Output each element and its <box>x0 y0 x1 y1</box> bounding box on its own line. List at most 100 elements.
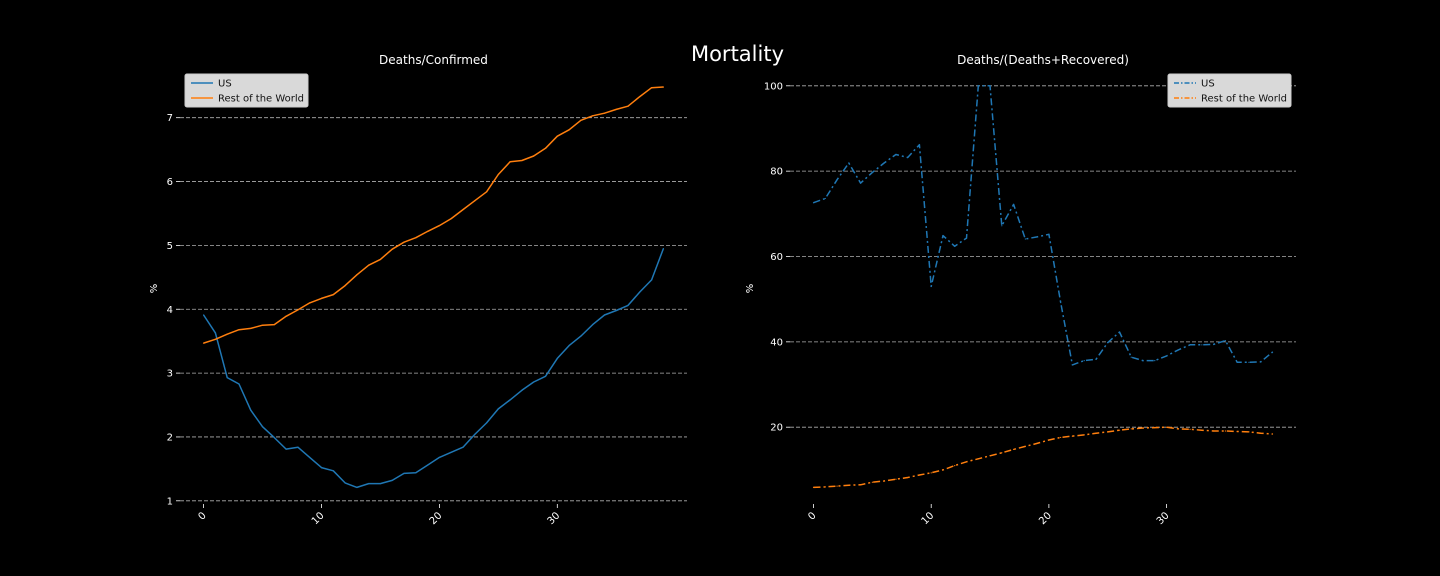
data-point <box>285 448 287 450</box>
legend-label: US <box>1201 79 1215 90</box>
data-point <box>918 474 921 476</box>
data-point <box>509 161 511 163</box>
data-point <box>1177 428 1179 430</box>
data-point <box>942 469 944 471</box>
data-point <box>202 342 205 344</box>
data-point <box>860 484 862 486</box>
data-point <box>214 338 216 340</box>
chart-title: Deaths/(Deaths+Recovered) <box>957 53 1129 67</box>
data-point <box>1213 430 1215 432</box>
data-point <box>627 304 629 307</box>
y-axis-label: % <box>745 284 756 294</box>
data-point <box>497 408 499 410</box>
chart-1: Deaths/Confirmed% 1 2 3 4 5 6 7 0 10 20 30 US Rest of… <box>149 53 687 527</box>
data-point <box>568 345 570 347</box>
data-point <box>580 119 582 121</box>
data-point <box>1260 432 1262 434</box>
y-axis-label: % <box>149 284 160 294</box>
y-tick-label: 40 <box>770 337 783 348</box>
data-point <box>1165 355 1168 357</box>
data-point <box>615 309 617 312</box>
data-point <box>1118 429 1121 431</box>
data-point <box>812 202 815 204</box>
data-point <box>965 461 968 463</box>
data-point <box>895 478 897 480</box>
data-point <box>592 115 594 117</box>
data-point <box>615 108 617 110</box>
data-point <box>415 237 417 239</box>
data-point <box>639 291 641 293</box>
data-point <box>977 458 979 460</box>
data-point <box>403 472 405 474</box>
series-line-rest-of-world <box>203 86 664 344</box>
data-point <box>1107 342 1109 344</box>
data-point <box>533 155 535 157</box>
data-point <box>297 309 299 311</box>
data-point <box>871 481 873 483</box>
legend-label: US <box>218 79 232 90</box>
data-point <box>1048 439 1050 441</box>
data-point <box>627 105 629 107</box>
data-point <box>415 472 417 474</box>
data-point <box>214 332 216 334</box>
data-point <box>332 293 334 296</box>
data-point <box>1154 427 1156 429</box>
data-point <box>1048 233 1050 235</box>
data-point <box>1071 364 1074 366</box>
series-line-us <box>202 248 665 489</box>
data-point <box>403 241 405 243</box>
legend-label: Rest of the World <box>1201 94 1287 105</box>
y-tick-label: 4 <box>167 305 173 316</box>
data-point <box>930 285 932 287</box>
x-tick-label: 10 <box>920 510 937 527</box>
data-point <box>989 455 991 457</box>
data-point <box>273 323 275 326</box>
data-point <box>1224 339 1226 342</box>
x-tick-label: 0 <box>806 510 818 522</box>
data-point <box>320 297 323 299</box>
data-point <box>848 162 850 164</box>
data-point <box>965 237 968 239</box>
data-point <box>1071 435 1074 437</box>
data-point <box>1236 361 1238 363</box>
x-tick-label: 20 <box>428 510 445 527</box>
data-point <box>1130 356 1132 358</box>
data-point <box>474 433 476 436</box>
data-point <box>238 329 240 331</box>
data-point <box>1177 349 1179 351</box>
data-point <box>485 422 488 424</box>
y-tick-label: 20 <box>770 423 783 434</box>
chart-2: Deaths/(Deaths+Recovered)% 20 40 60 80 100 0 10… <box>745 53 1296 527</box>
figure-suptitle: Mortality <box>690 42 785 66</box>
data-point <box>989 85 991 87</box>
data-point <box>662 86 665 88</box>
data-point <box>812 486 815 488</box>
data-point <box>1060 301 1062 304</box>
data-point <box>1024 445 1026 447</box>
data-point <box>824 486 826 488</box>
data-point <box>1001 225 1003 227</box>
data-point <box>391 479 393 481</box>
data-point <box>1107 431 1109 433</box>
data-point <box>462 209 464 211</box>
data-point <box>942 234 944 237</box>
data-point <box>639 96 641 98</box>
data-point <box>907 156 909 159</box>
data-point <box>450 451 452 453</box>
data-point <box>1024 238 1026 240</box>
data-point <box>1154 360 1156 362</box>
data-point <box>1001 452 1003 454</box>
y-tick-label: 6 <box>167 177 173 188</box>
data-point <box>918 144 921 146</box>
data-point <box>356 274 358 276</box>
data-point <box>848 484 850 486</box>
data-point <box>379 258 382 261</box>
data-point <box>261 324 264 326</box>
data-point <box>285 315 287 317</box>
data-point <box>603 314 606 316</box>
data-point <box>521 389 523 391</box>
data-point <box>1130 428 1132 430</box>
chart-title: Deaths/Confirmed <box>379 53 488 67</box>
x-tick-label: 10 <box>310 510 327 527</box>
data-point <box>438 225 440 227</box>
